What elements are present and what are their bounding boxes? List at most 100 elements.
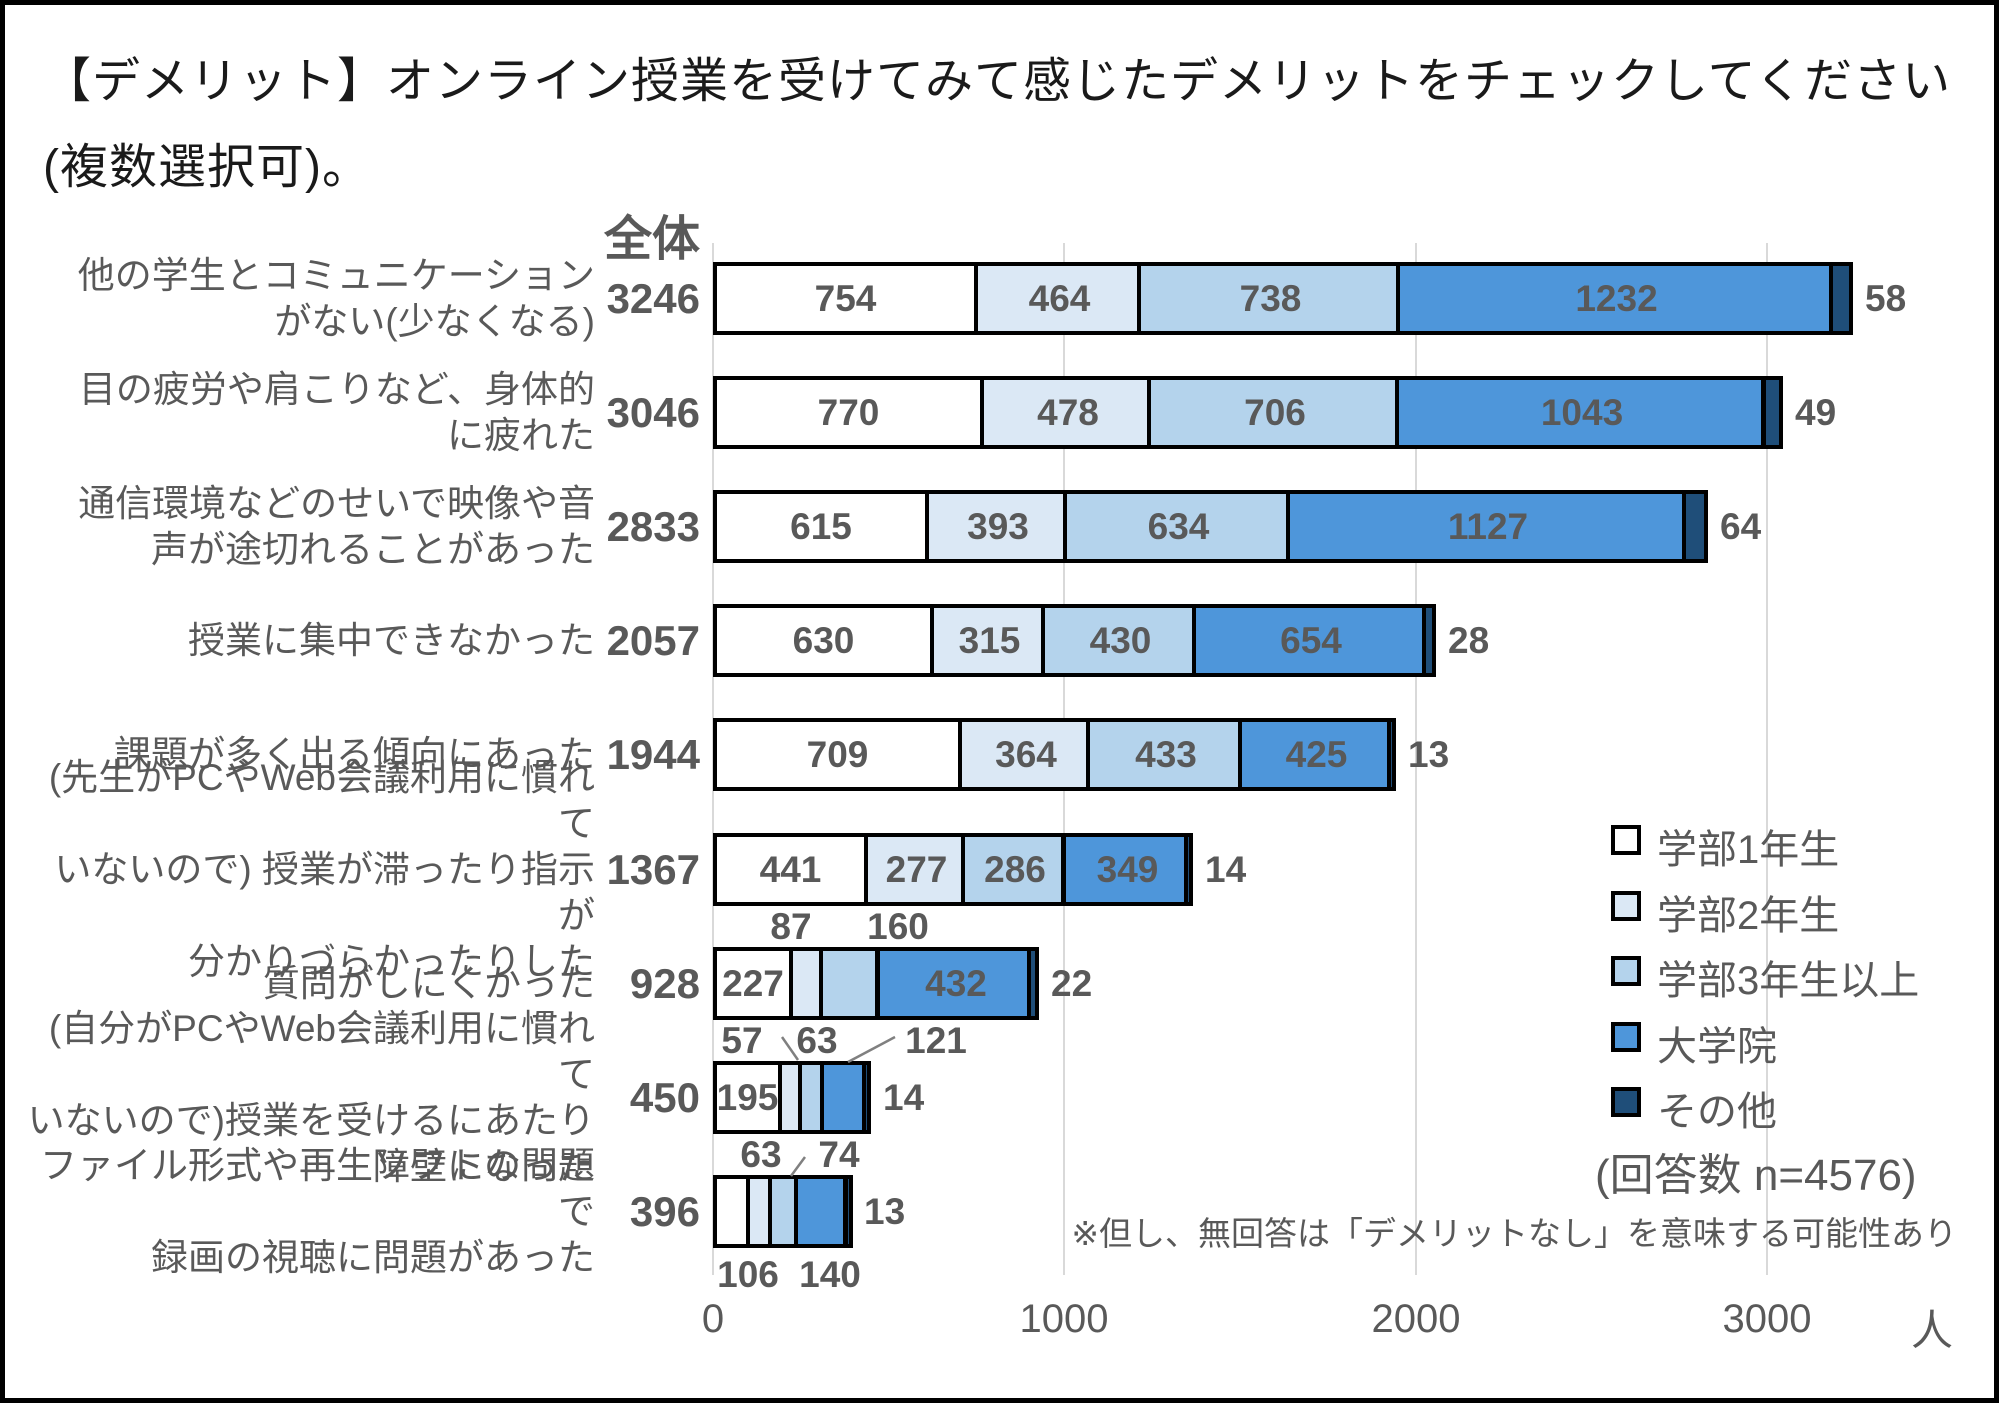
bar-segment-学部2年生 [958,718,1090,791]
segment-value-label: 709 [806,733,869,775]
category-label-line: ファイル形式や再生ソフトの問題で [40,1145,595,1232]
gridline-3000 [1766,243,1768,1275]
segment-value-label: 63 [796,1020,838,1061]
legend-label: 学部1年生 [1657,828,1840,872]
segment-value-label: 14 [883,1076,925,1118]
category-label-line: に疲れた [447,415,595,456]
category-label-line: (先生がPCやWeb会議利用に慣れて [48,757,595,844]
legend-swatch-学部2年生 [1611,891,1641,921]
bar-segment-学部3年生以上 [1147,376,1399,449]
category-label: (自分がPCやWeb会議利用に慣れていないので)授業を受けるにあたり障壁になった [20,1006,595,1190]
chart-footnote: ※但し、無回答は「デメリットなし」を意味する可能性あり [1071,1215,1957,1252]
category-label: 目の疲労や肩こりなど、身体的 に疲れた [20,367,595,459]
segment-value-label: 87 [770,906,812,947]
segment-value-label: 14 [1205,848,1247,890]
bar-segment-その他 [844,1175,853,1248]
bar-segment-学部1年生 [713,833,868,906]
legend-label: 学部3年生以上 [1657,959,1920,1003]
category-label: 他の学生とコミュニケーション がない(少なくなる) [20,253,595,345]
segment-value-label: 706 [1244,391,1306,433]
segment-value-label: 106 [717,1254,779,1295]
x-axis-tick-0: 0 [701,1297,725,1341]
row-total-label: 450 [629,1074,700,1121]
row-total-label: 3246 [606,275,700,322]
bar-segment-学部1年生 [713,376,984,449]
segment-value-label: 195 [716,1076,779,1118]
bar-segment-学部3年生以上 [1086,718,1242,791]
segment-value-label: 227 [722,962,784,1004]
row-total-label: 1944 [606,731,700,778]
row-total-label: 2057 [606,617,700,664]
bar-segment-学部1年生 [713,718,962,791]
segment-value-label: 49 [1795,391,1837,433]
row-total-label: 396 [629,1188,700,1235]
bar-segment-学部3年生以上 [1063,490,1290,563]
legend-label: 大学院 [1657,1025,1777,1069]
category-label: 質問がしにくかった [20,961,595,1007]
segment-value-label: 28 [1448,619,1490,661]
bar-segment-大学院 [1395,376,1765,449]
category-label-line: 障壁になった [373,1146,595,1187]
legend-label: その他 [1657,1090,1777,1134]
category-label-line: (自分がPCやWeb会議利用に慣れて [48,1008,595,1095]
segment-value-label: 57 [721,1020,763,1061]
segment-value-label: 425 [1285,733,1348,775]
bar-segment-学部2年生 [746,1175,772,1248]
segment-value-label: 433 [1135,733,1197,775]
bar-segment-その他 [1027,947,1039,1020]
category-label-line: 課題が多く出る傾向にあった [114,734,595,775]
bar-segment-大学院 [1286,490,1686,563]
x-axis-tick-2000: 2000 [1371,1297,1461,1341]
category-label-line: 声が途切れることがあった [151,529,595,570]
bar-segment-学部2年生 [930,604,1045,677]
bar-segment-その他 [1422,604,1436,677]
segment-value-label: 13 [864,1190,906,1232]
bar-segment-学部2年生 [980,376,1152,449]
bar-segment-学部1年生 [713,1175,750,1248]
segment-value-label: 630 [792,619,855,661]
category-label: ファイル形式や再生ソフトの問題で録画の視聴に問題があった [20,1143,595,1281]
row-total-label: 2833 [606,503,700,550]
bar-segment-その他 [1184,833,1193,906]
legend-swatch-学部1年生 [1611,825,1641,855]
legend-swatch-大学院 [1611,1022,1641,1052]
x-axis-unit-label: 人 [1910,1307,1953,1354]
category-label: (先生がPCやWeb会議利用に慣れて いないので) 授業が滞ったり指示が 分かりづら… [20,755,595,985]
category-label-line: いないので) 授業が滞ったり指示が [54,849,595,936]
bar-segment-学部1年生 [713,947,793,1020]
segment-value-label: 754 [814,277,877,319]
legend-swatch-学部3年生以上 [1611,956,1641,986]
overall-column-header: 全体 [603,213,700,266]
category-label-line: 録画の視聴に問題があった [151,1237,595,1278]
segment-value-label: 277 [885,848,948,890]
callout-connector-line [847,1035,896,1064]
bar-segment-学部1年生 [713,262,978,335]
category-label: 課題が多く出る傾向にあった [20,732,595,778]
bar-segment-大学院 [876,947,1032,1020]
segment-value-label: 58 [1865,277,1907,319]
category-label-line: 授業に集中できなかった [188,620,595,661]
bar-segment-その他 [862,1061,871,1134]
category-label-line: 他の学生とコミュニケーション [77,255,595,296]
category-label: 授業に集中できなかった [20,618,595,664]
bar-segment-学部1年生 [713,604,934,677]
x-axis-tick-3000: 3000 [1722,1297,1812,1341]
bar-segment-その他 [1829,262,1853,335]
segment-value-label: 432 [925,962,987,1004]
segment-value-label: 634 [1147,505,1210,547]
segment-value-label: 464 [1028,277,1091,319]
legend-note: (回答数 n=4576) [1595,1151,1917,1200]
bar-segment-学部2年生 [925,490,1067,563]
segment-value-label: 74 [818,1134,860,1175]
bar-segment-その他 [1387,718,1396,791]
bar-segment-学部3年生以上 [1041,604,1196,677]
x-axis-tick-1000: 1000 [1019,1297,1109,1341]
segment-value-label: 654 [1280,619,1342,661]
bar-segment-その他 [1762,376,1783,449]
bar-segment-学部2年生 [789,947,824,1020]
segment-value-label: 615 [790,505,852,547]
legend-swatch-その他 [1611,1087,1641,1117]
segment-value-label: 1043 [1540,391,1624,433]
category-label-line: いないので)授業を受けるにあたり [27,1100,595,1141]
